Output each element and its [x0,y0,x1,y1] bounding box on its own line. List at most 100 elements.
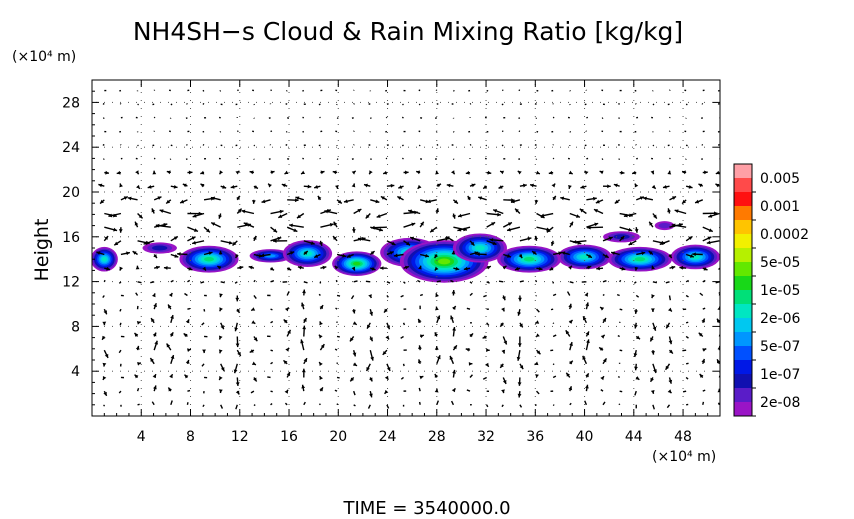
wind-vector-head [166,199,171,204]
grid-dot [416,236,417,238]
grid-dot [240,281,241,283]
grid-dot [534,220,536,221]
grid-dot [488,146,489,148]
grid-dot [512,370,513,372]
grid-dot [436,100,438,101]
wind-vector-head [136,321,141,325]
grid-dot [140,116,142,117]
wind-vector-head [501,349,506,354]
grid-dot [240,370,241,372]
grid-dot [224,281,225,283]
grid-dot [664,101,665,103]
wind-vector-head [166,170,171,175]
grid-dot [296,101,297,103]
wind-vector-head [585,302,590,307]
wind-vector-head [717,345,720,350]
wind-vector [170,279,174,283]
grid-dot [648,370,649,372]
wind-vector [185,158,188,161]
wind-vector-head [517,382,522,386]
grid-dot [534,156,536,157]
grid-dot [190,396,192,397]
wind-vector-head [147,184,152,189]
wind-vector-head [159,209,164,213]
grid-dot [485,140,487,141]
grid-dot [632,370,633,372]
wind-vector-head [253,337,258,342]
grid-dot [584,204,586,205]
grid-dot [633,180,635,181]
grid-dot [534,148,536,149]
grid-dot [200,236,201,238]
grid-dot [337,204,339,205]
grid-dot [584,148,586,149]
grid-dot [432,146,433,148]
chart-title: NH4SH−s Cloud & Rain Mixing Ratio [kg/kg… [133,17,683,46]
wind-vector-head [251,320,256,324]
grid-dot [239,132,241,133]
grid-dot [640,191,641,193]
grid-dot [272,101,273,103]
grid-dot [712,146,713,148]
grid-dot [288,284,290,285]
grid-dot [240,325,241,327]
wind-vector-head [650,337,654,342]
grid-dot [436,276,438,277]
grid-dot [496,370,497,372]
wind-vector-head [568,170,573,175]
grid-dot [104,146,105,148]
wind-vector-head [457,213,462,218]
wind-vector-head [284,170,289,175]
grid-dot [448,281,449,283]
grid-dot [512,325,513,327]
wind-vector [668,89,671,92]
wind-vector [169,158,172,160]
grid-dot [608,236,609,238]
wind-vector-head [152,374,156,379]
wind-vector-head [174,254,179,258]
wind-vector-head [503,340,508,345]
wind-vector-head [452,214,456,219]
wind-vector [270,320,274,324]
wind-vector [534,404,537,407]
grid-dot [288,148,290,149]
wind-vector-head [628,241,633,246]
wind-vector-head [384,389,389,394]
grid-dot [239,116,241,117]
grid-dot [682,300,684,301]
grid-dot [337,292,339,293]
grid-dot [288,404,290,405]
grid-dot [337,244,339,245]
wind-vector [552,375,557,379]
grid-dot [584,370,585,372]
wind-vector-head [650,389,655,394]
grid-dot [633,92,635,93]
grid-dot [682,228,684,229]
wind-vector-head [435,306,439,311]
grid-dot [184,236,185,238]
wind-vector [302,89,305,92]
grid-dot [584,196,586,197]
wind-vector-head [270,170,275,175]
wind-vector [119,103,122,105]
grid-dot [120,370,121,372]
grid-dot [682,332,684,333]
wind-vector-head [704,170,708,175]
wind-vector-head [434,332,439,337]
wind-vector-head [380,196,385,200]
grid-dot [624,281,625,283]
wind-vector-head [546,228,551,233]
grid-dot [534,172,536,173]
grid-dot [104,101,105,103]
grid-dot [239,228,241,229]
grid-dot [140,172,142,173]
grid-dot [387,228,389,229]
grid-dot [472,191,473,193]
wind-vector-head [639,196,644,200]
grid-dot [528,370,529,372]
grid-dot [672,146,673,148]
wind-vector-head [270,266,275,271]
grid-dot [534,356,536,357]
grid-dot [168,370,169,372]
grid-dot [239,220,241,221]
